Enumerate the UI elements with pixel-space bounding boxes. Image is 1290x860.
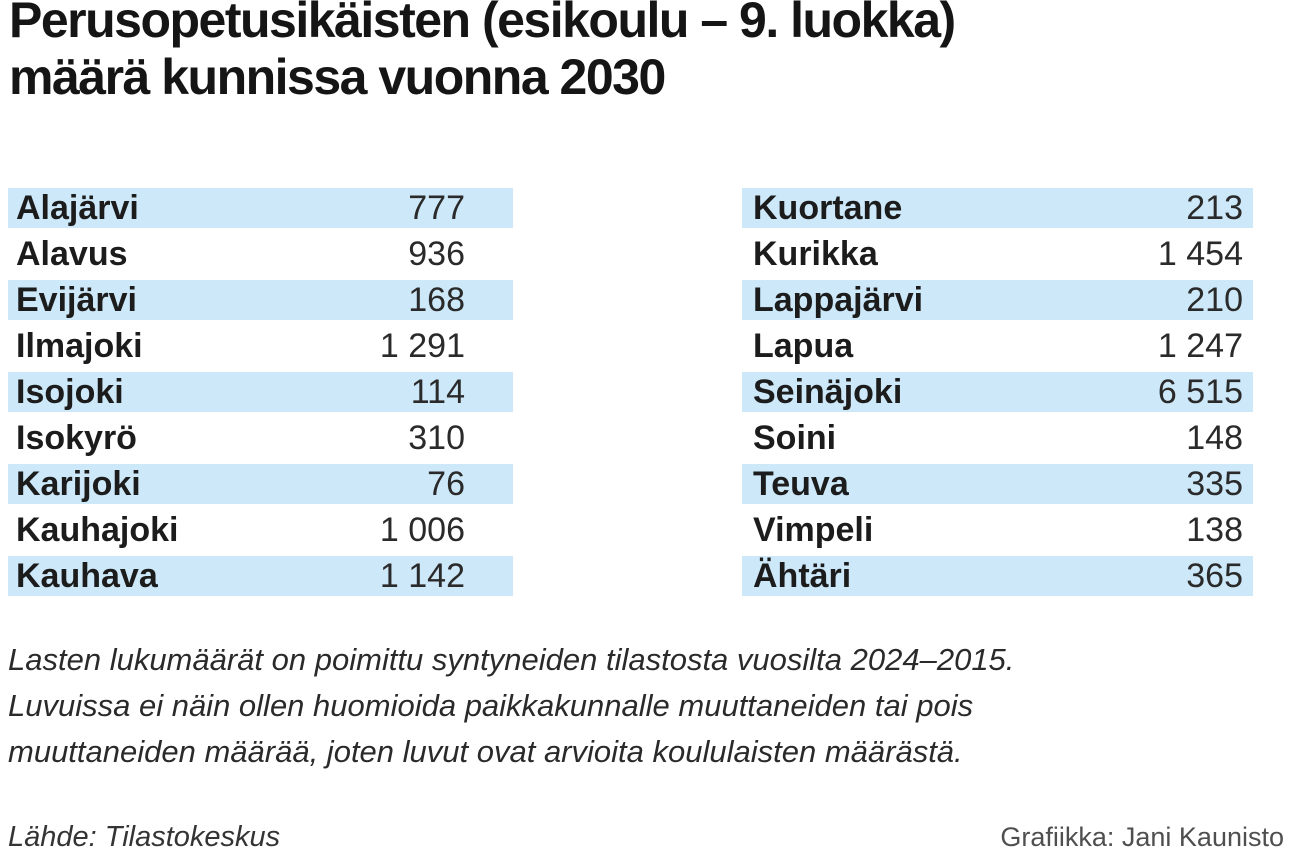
- municipality-name: Evijärvi: [16, 280, 137, 319]
- municipality-value: 1 142: [379, 556, 465, 595]
- table-row: Kurikka 1 454: [742, 231, 1253, 277]
- table-row: Isojoki 114: [8, 369, 513, 415]
- municipality-value: 148: [1186, 418, 1243, 457]
- table-row: Soini 148: [742, 415, 1253, 461]
- municipality-name: Kauhajoki: [16, 510, 179, 549]
- table-row: Evijärvi 168: [8, 277, 513, 323]
- table-row: Lappajärvi 210: [742, 277, 1253, 323]
- municipality-value: 1 006: [379, 510, 465, 549]
- municipality-value: 210: [1186, 280, 1243, 319]
- municipality-table-right: Kuortane 213 Kurikka 1 454 Lappajärvi 210 Lapu…: [742, 185, 1253, 599]
- table-row: Alavus 936: [8, 231, 513, 277]
- municipality-value: 1 291: [379, 326, 465, 365]
- municipality-name: Lapua: [753, 326, 854, 365]
- credits-row: Lähde: Tilastokeskus Grafiikka: Jani Kau…: [8, 821, 1284, 854]
- municipality-table-left: Alajärvi 777 Alavus 936 Evijärvi 168 Ilmajoki 1…: [8, 185, 513, 599]
- municipality-name: Seinäjoki: [753, 372, 903, 411]
- table-row: Ähtäri 365: [742, 553, 1253, 599]
- table-row: Ilmajoki 1 291: [8, 323, 513, 369]
- table-row: Kauhajoki 1 006: [8, 507, 513, 553]
- municipality-value: 138: [1186, 510, 1243, 549]
- table-row: Isokyrö 310: [8, 415, 513, 461]
- table-row: Teuva 335: [742, 461, 1253, 507]
- municipality-value: 114: [410, 372, 465, 411]
- municipality-name: Teuva: [753, 464, 849, 503]
- municipality-name: Soini: [753, 418, 837, 457]
- municipality-name: Ilmajoki: [16, 326, 143, 365]
- municipality-name: Kurikka: [753, 234, 878, 273]
- municipality-value: 213: [1186, 188, 1243, 227]
- table-row: Vimpeli 138: [742, 507, 1253, 553]
- municipality-name: Vimpeli: [753, 510, 874, 549]
- municipality-value: 76: [427, 464, 465, 503]
- municipality-name: Karijoki: [16, 464, 141, 503]
- footnote-line3: muuttaneiden määrää, joten luvut ovat ar…: [8, 734, 963, 769]
- municipality-value: 168: [408, 280, 465, 319]
- municipality-name: Alajärvi: [16, 188, 139, 227]
- table-row: Alajärvi 777: [8, 185, 513, 231]
- municipality-value: 310: [408, 418, 465, 457]
- table-row: Seinäjoki 6 515: [742, 369, 1253, 415]
- municipality-name: Kauhava: [16, 556, 158, 595]
- municipality-name: Lappajärvi: [753, 280, 924, 319]
- page-title: Perusopetusikäisten (esikoulu – 9. luokk…: [9, 0, 956, 106]
- municipality-value: 1 454: [1157, 234, 1243, 273]
- source-credit: Lähde: Tilastokeskus: [8, 821, 281, 853]
- table-row: Karijoki 76: [8, 461, 513, 507]
- footnote-line2: Luvuissa ei näin ollen huomioida paikkak…: [8, 688, 974, 723]
- graphics-credit: Grafiikka: Jani Kaunisto: [1000, 822, 1284, 852]
- municipality-name: Isokyrö: [16, 418, 137, 457]
- municipality-value: 1 247: [1157, 326, 1243, 365]
- municipality-name: Kuortane: [753, 188, 903, 227]
- municipality-value: 6 515: [1157, 372, 1243, 411]
- municipality-value: 777: [408, 188, 465, 227]
- page-title-line1: Perusopetusikäisten (esikoulu – 9. luokk…: [9, 0, 956, 48]
- municipality-value: 335: [1186, 464, 1243, 503]
- table-row: Lapua 1 247: [742, 323, 1253, 369]
- municipality-name: Alavus: [16, 234, 128, 273]
- footnote-line1: Lasten lukumäärät on poimittu syntyneide…: [8, 642, 1015, 677]
- table-row: Kauhava 1 142: [8, 553, 513, 599]
- municipality-value: 936: [408, 234, 465, 273]
- page-title-line2: määrä kunnissa vuonna 2030: [9, 49, 666, 105]
- footnote: Lasten lukumäärät on poimittu syntyneide…: [8, 637, 1014, 775]
- table-row: Kuortane 213: [742, 185, 1253, 231]
- municipality-value: 365: [1186, 556, 1243, 595]
- municipality-name: Isojoki: [16, 372, 124, 411]
- municipality-name: Ähtäri: [753, 556, 852, 595]
